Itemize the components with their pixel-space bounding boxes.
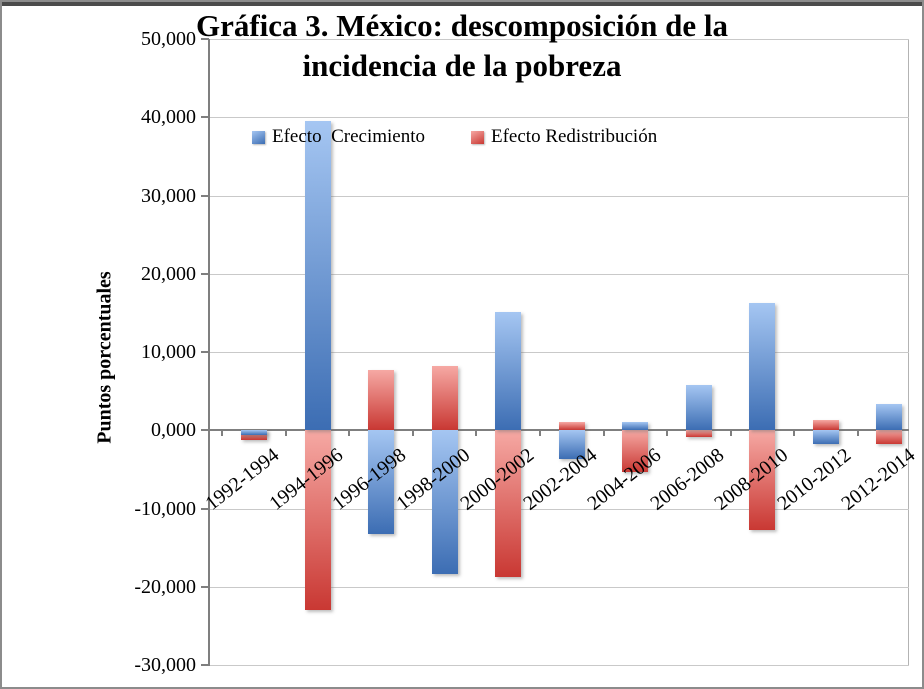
gridline bbox=[209, 508, 909, 510]
y-tick-label: -20,000 bbox=[134, 575, 196, 598]
bar-efecto-crecimiento bbox=[685, 384, 712, 431]
y-axis-tick bbox=[201, 116, 209, 119]
bar-efecto-crecimiento bbox=[304, 121, 331, 431]
y-axis-tick bbox=[201, 194, 209, 197]
gridline bbox=[209, 273, 909, 275]
x-axis-tick bbox=[538, 430, 541, 437]
legend-item: Efecto Redistribución bbox=[471, 126, 657, 148]
x-axis-tick bbox=[348, 430, 351, 437]
bar-efecto-crecimiento bbox=[368, 430, 395, 535]
gridline bbox=[209, 39, 909, 40]
bar-efecto-crecimiento bbox=[622, 422, 649, 431]
window-top-strip bbox=[2, 2, 922, 6]
y-tick-label: 40,000 bbox=[141, 106, 196, 129]
y-tick-label: -10,000 bbox=[134, 497, 196, 520]
bar-efecto-redistribucion bbox=[812, 420, 839, 431]
y-tick-label: 0,000 bbox=[151, 419, 196, 442]
y-axis-tick bbox=[201, 351, 209, 353]
y-tick-label: 30,000 bbox=[141, 184, 196, 207]
gridline bbox=[209, 352, 909, 353]
x-axis-tick bbox=[793, 430, 796, 437]
y-tick-label: 10,000 bbox=[141, 341, 196, 363]
y-axis-tick bbox=[201, 664, 209, 666]
gridline bbox=[209, 586, 909, 588]
bar-efecto-crecimiento bbox=[876, 403, 903, 431]
bar-efecto-crecimiento bbox=[495, 312, 522, 431]
x-axis-tick bbox=[475, 430, 478, 437]
bar-efecto-crecimiento bbox=[558, 430, 585, 460]
bar-efecto-redistribucion bbox=[368, 369, 395, 431]
bar-efecto-redistribucion bbox=[685, 430, 712, 438]
bar-efecto-crecimiento bbox=[431, 430, 458, 575]
x-axis-tick bbox=[411, 430, 414, 437]
bar-efecto-redistribucion bbox=[622, 430, 649, 472]
legend-label: Efecto Crecimiento bbox=[272, 126, 425, 147]
bar-efecto-redistribucion bbox=[304, 430, 331, 611]
legend-label: Efecto Redistribución bbox=[491, 126, 658, 147]
y-axis-tick bbox=[201, 429, 209, 432]
x-axis-tick bbox=[602, 430, 605, 437]
bar-efecto-redistribucion bbox=[749, 430, 776, 530]
x-axis-tick bbox=[221, 430, 224, 437]
bar-efecto-redistribucion bbox=[558, 422, 585, 431]
y-axis-tick bbox=[201, 585, 209, 588]
gridline bbox=[209, 665, 909, 666]
bar-efecto-redistribucion bbox=[431, 366, 458, 431]
y-tick-label: -30,000 bbox=[134, 654, 196, 676]
y-axis-line bbox=[208, 39, 210, 666]
legend-item: Efecto Crecimiento bbox=[252, 126, 425, 148]
x-axis-tick bbox=[666, 430, 669, 437]
legend-swatch-redistribucion bbox=[471, 130, 484, 144]
x-axis-tick bbox=[729, 430, 732, 437]
x-axis-tick bbox=[284, 430, 287, 437]
legend-swatch-crecimiento bbox=[252, 130, 265, 144]
bar-efecto-crecimiento bbox=[749, 303, 776, 431]
y-axis-tick bbox=[201, 272, 209, 275]
bar-efecto-redistribucion bbox=[876, 430, 903, 445]
y-axis-tick bbox=[201, 38, 209, 40]
gridline bbox=[209, 195, 909, 197]
y-tick-label: 20,000 bbox=[141, 262, 196, 285]
x-axis-tick bbox=[856, 430, 859, 437]
gridline bbox=[209, 117, 909, 119]
bar-efecto-crecimiento bbox=[241, 430, 267, 435]
bar-efecto-redistribucion bbox=[495, 430, 522, 578]
y-tick-label: 50,000 bbox=[141, 28, 196, 50]
y-axis-labels: 50,000 40,000 30,000 20,000 10,000 0,000 -10,0… bbox=[42, 28, 196, 676]
bar-efecto-crecimiento bbox=[812, 430, 839, 445]
plot-area: 1992-1994 1994-1996 1996-1998 1998-2000 2000… bbox=[201, 38, 919, 666]
bar-efecto-redistribucion bbox=[241, 430, 267, 441]
y-axis-tick bbox=[201, 507, 209, 510]
legend: Efecto Crecimiento Efecto Redistribución bbox=[252, 126, 657, 148]
